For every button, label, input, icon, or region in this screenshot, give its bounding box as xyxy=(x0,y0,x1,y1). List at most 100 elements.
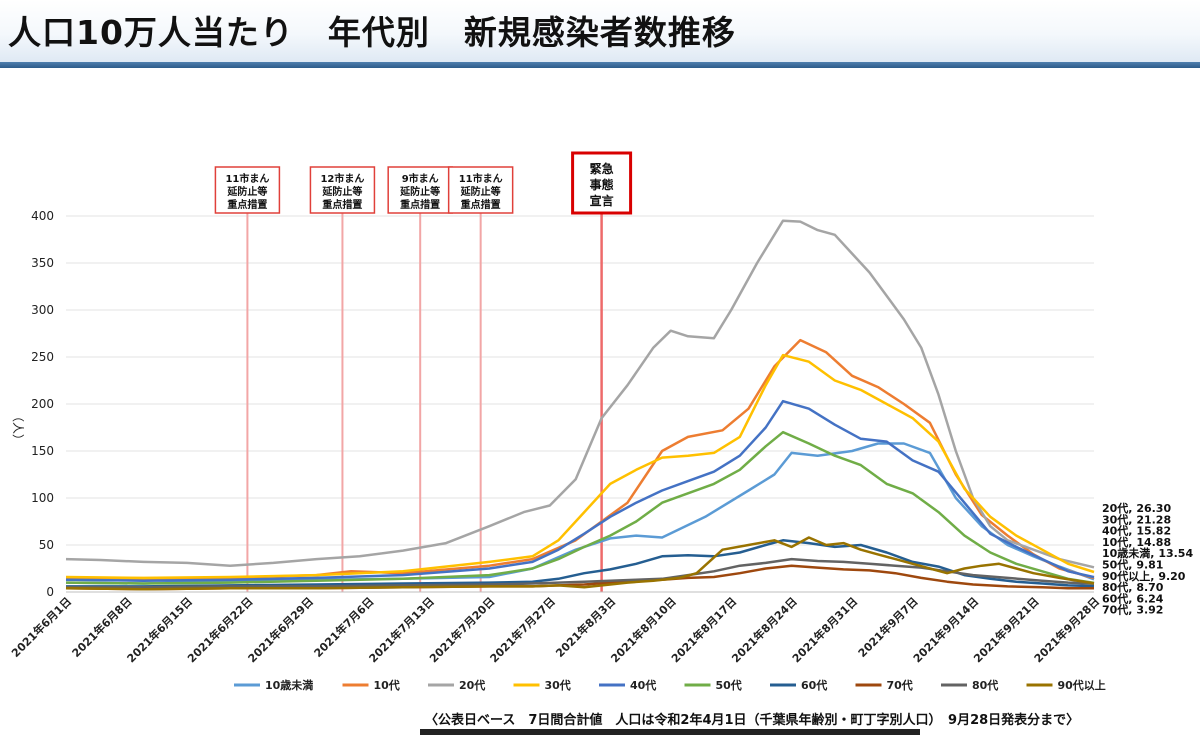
header: 人口10万人当たり 年代別 新規感染者数推移 xyxy=(0,0,1200,62)
y-tick-label: 50 xyxy=(39,538,54,552)
annotation-line: 緊急 xyxy=(590,161,614,176)
x-tick-label: 2021年9月28日 xyxy=(1031,594,1102,665)
annotation-frame xyxy=(214,166,281,214)
legend-label: 60代 xyxy=(801,678,827,692)
data-series xyxy=(65,219,1095,591)
y-tick-label: 150 xyxy=(31,444,54,458)
end-label-10歳未満: 10歳未満, 13.54 xyxy=(1102,546,1193,560)
legend-label: 90代以上 xyxy=(1058,678,1106,692)
end-label-90代以上: 90代以上, 9.20 xyxy=(1102,569,1186,583)
annotation-line: 11市まん xyxy=(459,172,503,185)
legend-item: 10代 xyxy=(342,678,400,692)
annotation-line: 延防止等 xyxy=(460,185,501,198)
end-label-80代: 80代, 8.70 xyxy=(1102,580,1164,594)
legend-label: 20代 xyxy=(459,678,485,692)
legend-item: 70代 xyxy=(855,678,913,692)
end-label-70代: 70代, 3.92 xyxy=(1102,603,1163,617)
legend-item: 90代以上 xyxy=(1026,678,1106,692)
end-label-40代: 40代, 15.82 xyxy=(1102,524,1171,538)
annotation-line: 延防止等 xyxy=(399,185,440,198)
y-tick-label: 0 xyxy=(46,585,54,599)
annotation-line: 9市まん xyxy=(402,172,439,185)
annotation-line: 重点措置 xyxy=(322,198,362,211)
legend-item: 30代 xyxy=(513,678,571,692)
legend-item: 40代 xyxy=(599,678,656,692)
legend-item: 50代 xyxy=(684,678,742,692)
legend-item: 80代 xyxy=(941,678,998,692)
legend-label: 80代 xyxy=(972,678,998,692)
end-label-30代: 30代, 21.28 xyxy=(1102,512,1171,526)
series-line-30代 xyxy=(65,353,1095,580)
end-label-50代: 50代, 9.81 xyxy=(1102,558,1163,572)
y-tick-label: 200 xyxy=(31,397,54,411)
x-tick-label: 2021年8月17日 xyxy=(668,594,739,665)
annotation-frame xyxy=(387,166,453,214)
y-axis-label: （人） xyxy=(11,410,25,446)
policy-annotations: 11市まん延防止等重点措置12市まん延防止等重点措置9市まん延防止等重点措置11… xyxy=(214,151,633,215)
x-tick-label: 2021年9月14日 xyxy=(910,594,981,665)
y-tick-label: 100 xyxy=(31,491,54,505)
x-tick-label: 2021年8月24日 xyxy=(729,594,800,665)
legend-label: 70代 xyxy=(887,678,913,692)
x-tick-label: 2021年7月13日 xyxy=(366,594,437,665)
y-tick-label: 350 xyxy=(31,256,54,270)
annotation-line: 11市まん xyxy=(225,172,269,185)
page-title: 人口10万人当たり 年代別 新規感染者数推移 xyxy=(8,13,736,52)
legend-label: 40代 xyxy=(630,678,656,692)
x-tick-label: 2021年6月1日 xyxy=(8,594,74,660)
annotation-frame xyxy=(309,166,376,214)
x-tick-label: 2021年8月31日 xyxy=(789,594,860,665)
legend-label: 10歳未満 xyxy=(265,678,313,692)
x-tick-label: 2021年6月8日 xyxy=(69,594,135,660)
legend-label: 50代 xyxy=(716,678,742,692)
legend-item: 10歳未満 xyxy=(234,678,313,692)
x-tick-label: 2021年8月3日 xyxy=(553,594,619,660)
x-tick-label: 2021年6月22日 xyxy=(184,594,255,665)
x-tick-label: 2021年8月10日 xyxy=(608,594,679,665)
legend-item: 20代 xyxy=(428,678,485,692)
series-line-50代 xyxy=(65,430,1095,585)
end-label-60代: 60代, 6.24 xyxy=(1102,591,1164,605)
annotation-line: 重点措置 xyxy=(461,198,501,211)
annotation-frame xyxy=(571,151,633,215)
annotation-line: 重点措置 xyxy=(227,198,267,211)
bottom-toolbar-edge xyxy=(420,729,920,735)
series-line-40代 xyxy=(65,399,1095,582)
annotation-line: 事態 xyxy=(590,177,614,192)
legend-item: 60代 xyxy=(770,678,827,692)
y-axis-ticks: 0 50 100 150 200 250 300 350 400 xyxy=(31,209,54,599)
x-tick-label: 2021年7月27日 xyxy=(487,594,558,665)
x-tick-label: 2021年7月6日 xyxy=(311,594,377,660)
annotation-line: 重点措置 xyxy=(400,198,440,211)
annotation-line: 12市まん xyxy=(320,172,364,185)
legend-label: 30代 xyxy=(545,678,571,692)
chart-legend: 10歳未満 10代 20代 30代 40代 50代 60代 70代 80代 90代以上 xyxy=(234,678,1106,692)
x-tick-label: 2021年7月20日 xyxy=(426,594,497,665)
annotation-frame xyxy=(447,166,514,214)
end-label-20代: 20代, 26.30 xyxy=(1102,501,1171,515)
policy-marker-lines xyxy=(246,212,603,592)
series-line-80代 xyxy=(66,557,1095,589)
annotation-line: 延防止等 xyxy=(226,185,267,198)
y-tick-label: 300 xyxy=(31,303,54,317)
end-label-10代: 10代, 14.88 xyxy=(1102,535,1171,549)
y-tick-label: 250 xyxy=(31,350,54,364)
x-tick-label: 2021年9月7日 xyxy=(855,594,921,660)
y-tick-label: 400 xyxy=(31,209,54,223)
legend-label: 10代 xyxy=(374,678,400,692)
chart-grid xyxy=(66,215,1094,546)
series-line-10代 xyxy=(66,338,1095,581)
x-tick-label: 2021年6月15日 xyxy=(124,594,195,665)
x-tick-label: 2021年9月21日 xyxy=(971,594,1042,665)
series-line-20代 xyxy=(65,219,1095,569)
series-line-90代以上 xyxy=(65,536,1095,591)
annotation-line: 宣言 xyxy=(590,193,614,208)
